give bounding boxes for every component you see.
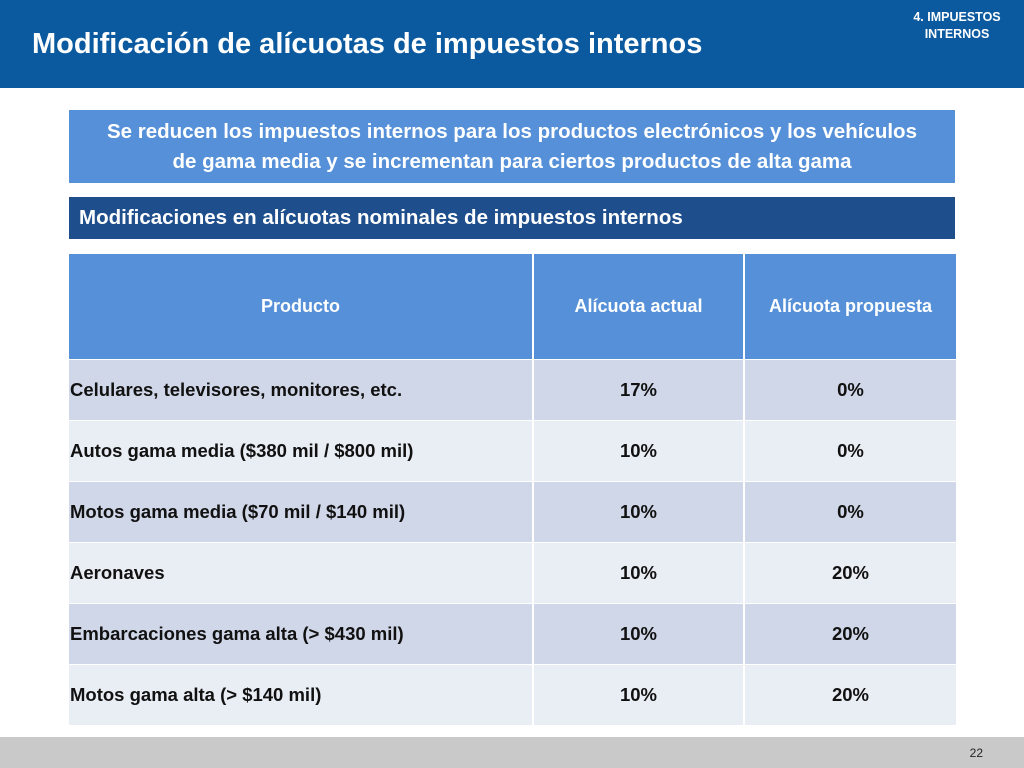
product-cell: Embarcaciones gama alta (> $430 mil) (69, 603, 534, 665)
product-cell: Motos gama alta (> $140 mil) (69, 664, 534, 725)
tax-rates-table: Producto Alícuota actual Alícuota propue… (69, 254, 956, 725)
slide-footer: 22 (0, 737, 1024, 768)
summary-banner-line2: de gama media y se incrementan para cier… (172, 150, 852, 173)
table-section-header: Modificaciones en alícuotas nominales de… (69, 197, 955, 239)
slide-header: Modificación de alícuotas de impuestos i… (0, 0, 1024, 88)
product-cell: Aeronaves (69, 542, 534, 604)
table-row: Embarcaciones gama alta (> $430 mil) 10%… (69, 603, 956, 665)
table-row: Motos gama alta (> $140 mil) 10% 20% (69, 664, 956, 725)
product-cell: Celulares, televisores, monitores, etc. (69, 359, 534, 421)
column-header-current-rate: Alícuota actual (533, 254, 745, 360)
current-rate-cell: 10% (533, 603, 745, 665)
table-row: Celulares, televisores, monitores, etc. … (69, 359, 956, 421)
page-number: 22 (969, 746, 983, 760)
current-rate-cell: 10% (533, 420, 745, 482)
current-rate-cell: 10% (533, 664, 745, 725)
product-cell: Autos gama media ($380 mil / $800 mil) (69, 420, 534, 482)
product-cell: Motos gama media ($70 mil / $140 mil) (69, 481, 534, 543)
section-label-line2: INTERNOS (924, 27, 990, 41)
section-label: 4. IMPUESTOS INTERNOS (902, 9, 1012, 43)
column-header-product: Producto (69, 254, 534, 360)
table-row: Aeronaves 10% 20% (69, 542, 956, 604)
summary-banner: Se reducen los impuestos internos para l… (69, 110, 955, 183)
proposed-rate-cell: 0% (744, 420, 956, 482)
proposed-rate-cell: 20% (744, 664, 956, 725)
slide-title: Modificación de alícuotas de impuestos i… (32, 28, 703, 60)
column-header-proposed-rate: Alícuota propuesta (744, 254, 956, 360)
current-rate-cell: 10% (533, 481, 745, 543)
current-rate-cell: 10% (533, 542, 745, 604)
summary-banner-line1: Se reducen los impuestos internos para l… (107, 120, 917, 143)
table-row: Motos gama media ($70 mil / $140 mil) 10… (69, 481, 956, 543)
proposed-rate-cell: 0% (744, 481, 956, 543)
table-row: Autos gama media ($380 mil / $800 mil) 1… (69, 420, 956, 482)
proposed-rate-cell: 0% (744, 359, 956, 421)
proposed-rate-cell: 20% (744, 603, 956, 665)
current-rate-cell: 17% (533, 359, 745, 421)
section-label-line1: 4. IMPUESTOS (913, 10, 1001, 24)
proposed-rate-cell: 20% (744, 542, 956, 604)
table-header-row: Producto Alícuota actual Alícuota propue… (69, 254, 956, 360)
